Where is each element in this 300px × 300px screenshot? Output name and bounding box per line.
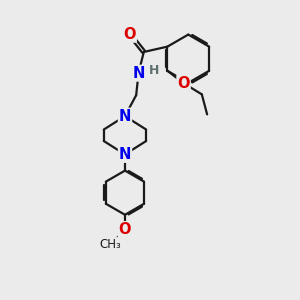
- Text: CH₃: CH₃: [99, 238, 121, 251]
- Text: H: H: [148, 64, 159, 77]
- Text: O: O: [177, 76, 190, 91]
- Text: O: O: [123, 27, 136, 42]
- Text: N: N: [119, 109, 131, 124]
- Text: N: N: [132, 66, 145, 81]
- Text: O: O: [119, 222, 131, 237]
- Text: N: N: [119, 147, 131, 162]
